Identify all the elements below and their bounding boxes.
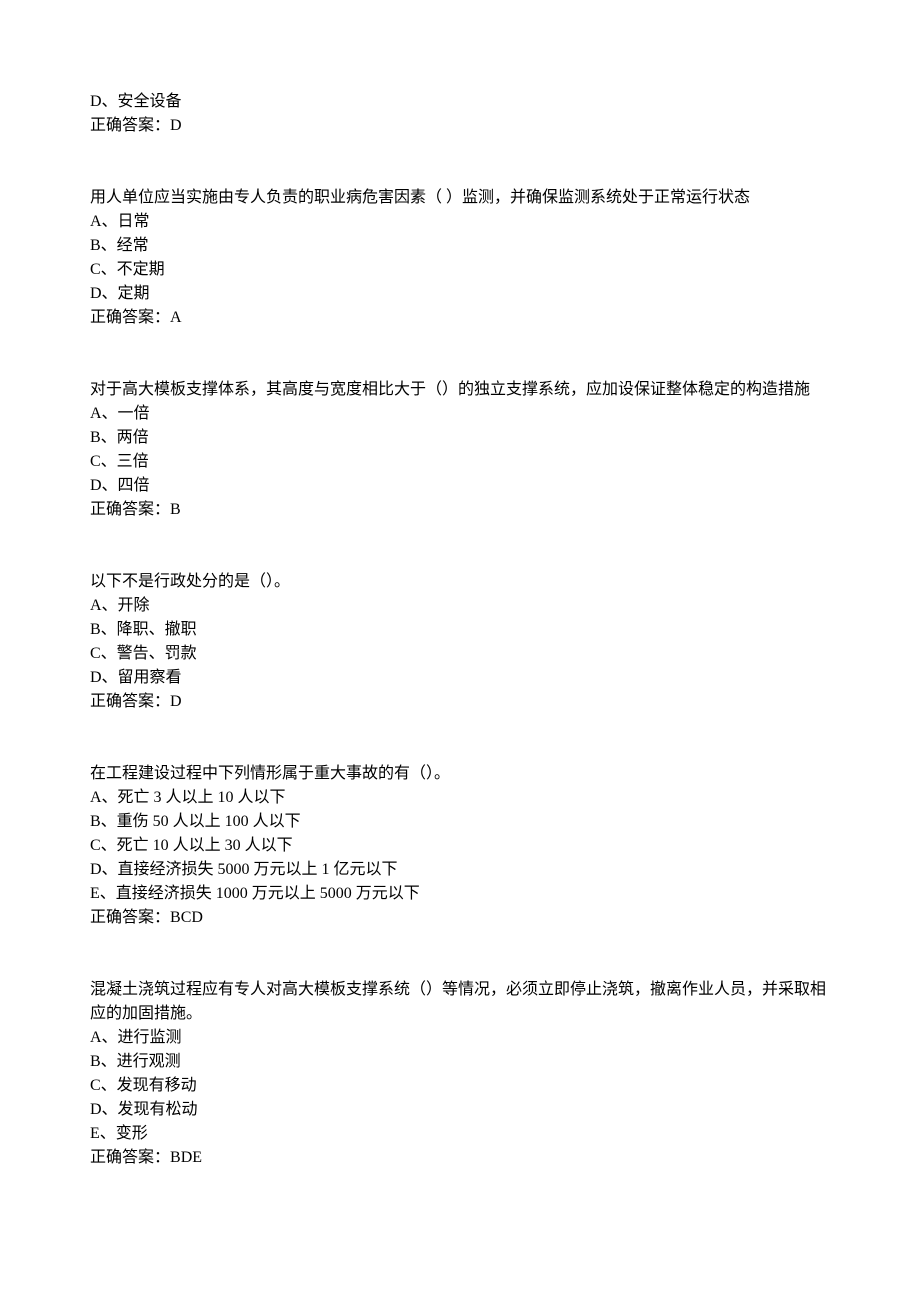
answer-value: D xyxy=(170,117,182,134)
question-block: 在工程建设过程中下列情形属于重大事故的有（）。 A、死亡 3 人以上 10 人以… xyxy=(90,762,830,930)
answer-label: 正确答案： xyxy=(90,909,170,926)
answer-value: D xyxy=(170,693,182,710)
option: D、定期 xyxy=(90,282,830,306)
option: B、重伤 50 人以上 100 人以下 xyxy=(90,810,830,834)
answer-line: 正确答案：D xyxy=(90,114,830,138)
answer-label: 正确答案： xyxy=(90,117,170,134)
question-block: 用人单位应当实施由专人负责的职业病危害因素（ ）监测，并确保监测系统处于正常运行… xyxy=(90,186,830,330)
answer-line: 正确答案：B xyxy=(90,498,830,522)
answer-line: 正确答案：D xyxy=(90,690,830,714)
option: B、进行观测 xyxy=(90,1050,830,1074)
answer-value: BDE xyxy=(170,1149,202,1166)
answer-value: B xyxy=(170,501,181,518)
question-stem: 用人单位应当实施由专人负责的职业病危害因素（ ）监测，并确保监测系统处于正常运行… xyxy=(90,186,830,210)
option: D、留用察看 xyxy=(90,666,830,690)
question-stem: 在工程建设过程中下列情形属于重大事故的有（）。 xyxy=(90,762,830,786)
option: C、发现有移动 xyxy=(90,1074,830,1098)
option: A、进行监测 xyxy=(90,1026,830,1050)
option: A、死亡 3 人以上 10 人以下 xyxy=(90,786,830,810)
answer-value: BCD xyxy=(170,909,203,926)
answer-line: 正确答案：BCD xyxy=(90,906,830,930)
question-stem: 以下不是行政处分的是（）。 xyxy=(90,570,830,594)
option: A、一倍 xyxy=(90,402,830,426)
option: C、警告、罚款 xyxy=(90,642,830,666)
question-block: 混凝土浇筑过程应有专人对高大模板支撑系统（）等情况，必须立即停止浇筑，撤离作业人… xyxy=(90,978,830,1170)
question-block: 以下不是行政处分的是（）。 A、开除 B、降职、撤职 C、警告、罚款 D、留用察… xyxy=(90,570,830,714)
answer-line: 正确答案：BDE xyxy=(90,1146,830,1170)
option: B、降职、撤职 xyxy=(90,618,830,642)
answer-label: 正确答案： xyxy=(90,309,170,326)
answer-line: 正确答案：A xyxy=(90,306,830,330)
option: A、开除 xyxy=(90,594,830,618)
answer-label: 正确答案： xyxy=(90,501,170,518)
option: C、不定期 xyxy=(90,258,830,282)
answer-value: A xyxy=(170,309,182,326)
option: C、三倍 xyxy=(90,450,830,474)
option: D、发现有松动 xyxy=(90,1098,830,1122)
option: B、经常 xyxy=(90,234,830,258)
answer-label: 正确答案： xyxy=(90,693,170,710)
option: D、直接经济损失 5000 万元以上 1 亿元以下 xyxy=(90,858,830,882)
option: B、两倍 xyxy=(90,426,830,450)
question-stem: 混凝土浇筑过程应有专人对高大模板支撑系统（）等情况，必须立即停止浇筑，撤离作业人… xyxy=(90,978,830,1026)
option: A、日常 xyxy=(90,210,830,234)
option: C、死亡 10 人以上 30 人以下 xyxy=(90,834,830,858)
question-stem: 对于高大模板支撑体系，其高度与宽度相比大于（）的独立支撑系统，应加设保证整体稳定… xyxy=(90,378,830,402)
question-fragment: D、安全设备 正确答案：D xyxy=(90,90,830,138)
option: E、变形 xyxy=(90,1122,830,1146)
answer-label: 正确答案： xyxy=(90,1149,170,1166)
option: D、四倍 xyxy=(90,474,830,498)
option: D、安全设备 xyxy=(90,90,830,114)
option: E、直接经济损失 1000 万元以上 5000 万元以下 xyxy=(90,882,830,906)
question-block: 对于高大模板支撑体系，其高度与宽度相比大于（）的独立支撑系统，应加设保证整体稳定… xyxy=(90,378,830,522)
document-page: D、安全设备 正确答案：D 用人单位应当实施由专人负责的职业病危害因素（ ）监测… xyxy=(0,0,920,1302)
